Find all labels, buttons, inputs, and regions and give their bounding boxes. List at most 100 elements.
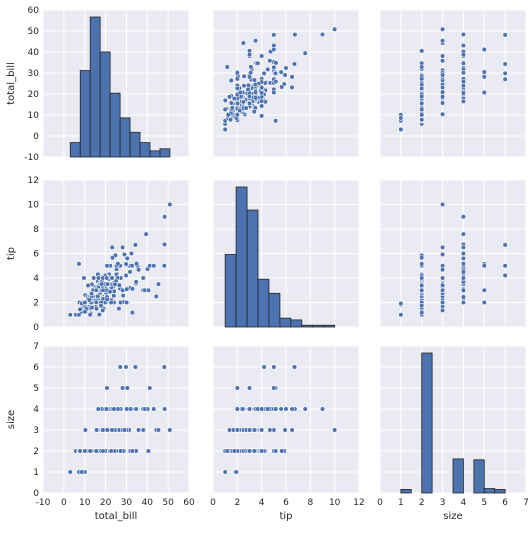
scatter-point: [419, 261, 425, 267]
scatter-point: [67, 469, 73, 475]
scatter-point: [481, 299, 487, 306]
scatter-point: [252, 38, 259, 44]
histogram-bar: [246, 209, 259, 328]
scatter-point: [419, 112, 425, 118]
x-tick-label: 6: [283, 498, 289, 508]
scatter-point: [132, 364, 138, 370]
scatter-point: [502, 61, 508, 67]
scatter-point: [439, 26, 446, 32]
scatter-point: [140, 275, 146, 281]
x-tick-label: 6: [502, 498, 508, 508]
scatter-point: [161, 241, 168, 248]
scatter-point: [273, 60, 279, 66]
scatter-point: [289, 406, 295, 412]
scatter-point: [222, 126, 228, 133]
scatter-point: [116, 306, 122, 312]
scatter-point: [93, 306, 100, 312]
y-tick-label: 4: [33, 274, 39, 284]
scatter-point: [132, 242, 138, 248]
scatter-point: [251, 427, 258, 433]
scatter-point: [222, 106, 228, 113]
x-tick-label: 7: [523, 498, 529, 508]
scatter-point: [502, 242, 508, 248]
scatter-point: [439, 94, 446, 100]
panel-background: [43, 346, 189, 493]
y-axis-label-size: size: [6, 410, 17, 429]
scatter-point: [82, 427, 89, 433]
scatter-point: [129, 263, 135, 269]
x-tick-label: 50: [162, 498, 174, 508]
scatter-point: [226, 94, 233, 100]
scatter-point: [460, 255, 467, 262]
scatter-point: [123, 299, 130, 306]
scatter-point: [291, 364, 298, 370]
scatter-point: [481, 69, 487, 75]
panel-size-vs-size: 0 1 2 3 4 5 6 7: [377, 345, 529, 508]
y-tick-label: 12: [28, 176, 39, 186]
scatter-point: [460, 275, 467, 281]
x-tick-label: 60: [183, 498, 195, 508]
histogram-bar: [99, 51, 111, 158]
scatter-point: [419, 106, 425, 113]
scatter-point: [108, 448, 114, 454]
scatter-point: [109, 244, 115, 250]
scatter-point: [460, 299, 467, 306]
scatter-point: [271, 64, 277, 70]
scatter-point: [142, 406, 148, 412]
scatter-point: [140, 427, 146, 433]
y-tick-label: 60: [28, 6, 40, 16]
scatter-point: [398, 300, 404, 307]
scatter-point: [419, 310, 425, 316]
scatter-point: [76, 261, 82, 267]
scatter-point: [419, 255, 425, 261]
panel-total_bill-vs-tip: [212, 9, 360, 158]
scatter-point: [155, 281, 162, 287]
y-tick-label: 0: [33, 132, 39, 142]
scatter-point: [247, 70, 254, 76]
y-tick-label: 5: [33, 384, 39, 394]
scatter-point: [151, 406, 157, 412]
scatter-point: [112, 281, 118, 287]
scatter-point: [439, 267, 446, 273]
histogram-bar: [224, 253, 237, 328]
scatter-point: [104, 296, 110, 303]
histogram-bar: [235, 186, 248, 328]
x-tick-label: 3: [440, 498, 446, 508]
x-tick-label: 40: [142, 498, 154, 508]
x-tick-label: 0: [61, 498, 67, 508]
x-tick-label: 2: [419, 498, 425, 508]
scatter-point: [251, 448, 257, 454]
scatter-point: [93, 448, 99, 454]
scatter-point: [439, 201, 446, 208]
histogram-bar: [290, 319, 303, 328]
scatter-point: [273, 79, 279, 85]
y-tick-label: 50: [28, 27, 40, 37]
scatter-point: [241, 83, 247, 89]
x-axis-label-total_bill: total_bill: [95, 511, 138, 522]
scatter-point: [272, 70, 279, 76]
scatter-point: [222, 97, 228, 103]
scatter-point: [237, 89, 243, 96]
scatter-point: [292, 32, 298, 38]
scatter-point: [133, 279, 139, 285]
y-tick-label: 20: [28, 90, 40, 100]
scatter-point: [439, 111, 446, 117]
scatter-point: [481, 74, 487, 80]
scatter-point: [460, 231, 467, 237]
x-tick-label: 20: [100, 498, 112, 508]
histogram-bar: [69, 142, 81, 158]
x-axis-label-size: size: [443, 511, 462, 522]
scatter-point: [162, 214, 168, 220]
x-axis-label-tip: tip: [279, 511, 292, 522]
scatter-point: [123, 272, 129, 279]
scatter-point: [100, 287, 106, 293]
scatter-point: [271, 385, 277, 391]
scatter-point: [129, 310, 135, 316]
scatter-point: [332, 26, 338, 32]
scatter-point: [279, 448, 285, 454]
scatter-point: [273, 406, 279, 412]
scatter-point: [228, 100, 234, 106]
scatter-point: [460, 250, 467, 257]
scatter-point: [273, 448, 279, 454]
